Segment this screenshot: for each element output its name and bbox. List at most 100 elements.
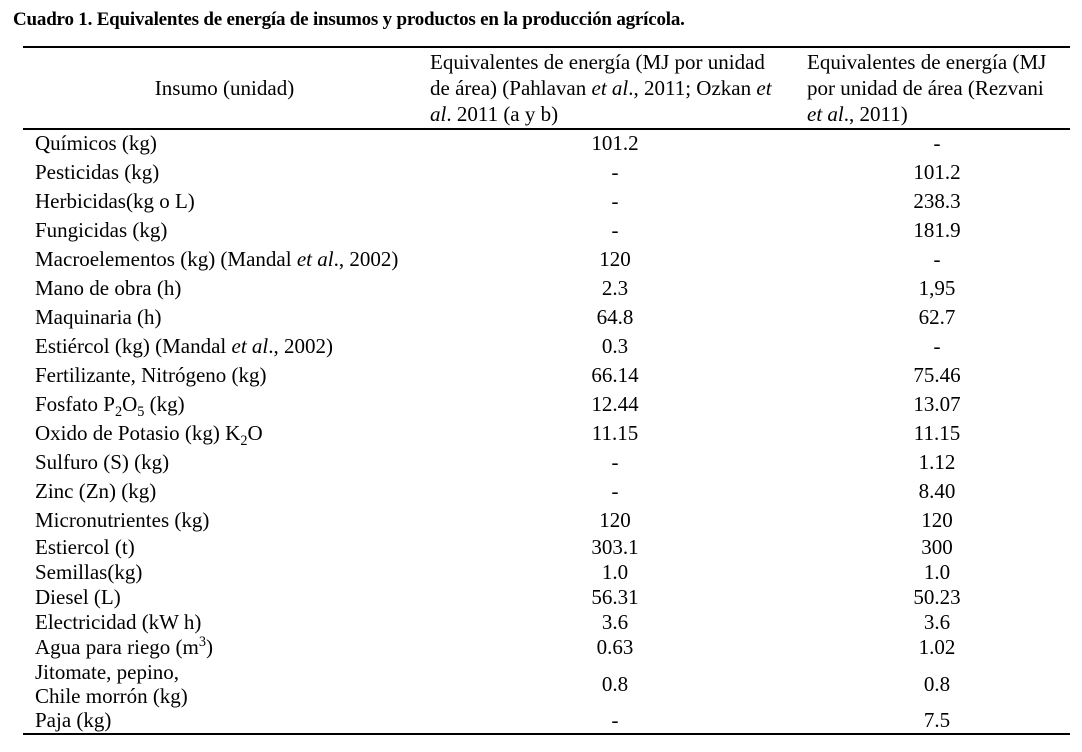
value-pahlavan-ozkan: 303.1 [591,534,639,559]
table-row: Químicos (kg) 101.2 - [23,129,1070,158]
text-segment: O [247,420,263,445]
value-rezvani: 7.5 [923,708,951,733]
text-segment: Estiércol (kg) (Mandal [35,333,232,358]
table-row: Electricidad (kW h) 3.6 3.6 [23,610,1070,635]
row-label: Mano de obra (h) [23,274,426,303]
value-pahlavan-ozkan: 120 [599,507,631,532]
table-row: Paja (kg) - 7.5 [23,708,1070,734]
value-pahlavan-ozkan: 11.15 [591,420,639,445]
energy-equivalents-table: Insumo (unidad) Equivalentes de energía … [23,46,1070,735]
table-row: Maquinaria (h) 64.8 62.7 [23,303,1070,332]
value-rezvani: 11.15 [913,420,961,445]
row-label: Fungicidas (kg) [23,216,426,245]
value-pahlavan-ozkan: - [611,708,619,733]
value-rezvani: - [933,333,941,358]
text-segment: Fosfato P [35,391,115,416]
column-header-rezvani: Equivalentes de energía (MJ por unidad de… [804,47,1070,130]
text-segment: et al [591,76,629,100]
text-segment: (kg) [144,391,185,416]
text-segment: Equivalentes de energía (MJ [807,50,1047,74]
text-segment: por unidad de área (Rezvani [807,76,1044,100]
text-segment: 5 [137,403,145,420]
row-label: Jitomate, pepino, Chile morrón (kg) [23,660,426,709]
text-segment: 3 [198,633,206,650]
value-rezvani: - [933,131,941,156]
value-pahlavan-ozkan: 64.8 [596,304,634,329]
value-pahlavan-ozkan: 3.6 [601,609,629,634]
row-label: Estiércol (kg) (Mandal et al., 2002) [23,332,426,361]
text-segment: Agua para riego (m [35,634,199,659]
value-rezvani: 300 [921,534,953,559]
text-segment: ) [206,634,213,659]
text-segment: . 2011 (a y b) [446,102,559,126]
table-row: Fungicidas (kg) - 181.9 [23,216,1070,245]
text-segment: Paja (kg) [35,708,112,733]
table-row: Macroelementos (kg) (Mandal et al., 2002… [23,245,1070,274]
value-rezvani: 1.0 [923,559,951,584]
text-segment: O [122,391,138,416]
text-segment: ., 2011) [843,102,908,126]
row-label: Diesel (L) [23,585,426,610]
text-segment: Zinc (Zn) (kg) [35,478,157,503]
text-segment: ., 2011; Ozkan [628,76,757,100]
row-label: Paja (kg) [23,708,426,734]
table-row: Fertilizante, Nitrógeno (kg) 66.14 75.46 [23,361,1070,390]
value-rezvani: 8.40 [918,478,956,503]
text-segment: Diesel (L) [35,584,121,609]
value-rezvani: 238.3 [913,188,961,213]
text-segment: Herbicidas(kg o L) [35,188,195,213]
value-rezvani: 75.46 [913,362,961,387]
row-label: Maquinaria (h) [23,303,426,332]
text-segment: Fungicidas (kg) [35,217,168,242]
row-label: Micronutrientes (kg) [23,506,426,535]
value-pahlavan-ozkan: - [611,478,619,503]
row-label: Macroelementos (kg) (Mandal et al., 2002… [23,245,426,274]
text-segment: ., 2002) [268,333,334,358]
text-segment: Electricidad (kW h) [35,609,202,634]
table-row: Diesel (L) 56.31 50.23 [23,585,1070,610]
table-row: Estiércol (kg) (Mandal et al., 2002) 0.3 - [23,332,1070,361]
text-segment: Químicos (kg) [35,131,157,156]
value-pahlavan-ozkan: 1.0 [601,559,629,584]
table-row: Fosfato P2O5 (kg) 12.44 13.07 [23,390,1070,419]
header-row: Insumo (unidad) Equivalentes de energía … [23,47,1070,130]
text-segment: 2 [114,403,123,420]
text-segment: ., 2002) [333,246,399,271]
value-rezvani: 101.2 [913,159,961,184]
text-segment: Mano de obra (h) [35,275,182,300]
row-label: Químicos (kg) [23,129,426,158]
text-segment: Semillas(kg) [35,559,143,584]
value-rezvani: 62.7 [918,304,956,329]
row-label: Semillas(kg) [23,560,426,585]
row-label: Electricidad (kW h) [23,610,426,635]
text-segment: et al [296,246,334,271]
value-rezvani: 120 [921,507,953,532]
table-row: Micronutrientes (kg) 120 120 [23,506,1070,535]
text-segment: Micronutrientes (kg) [35,507,210,532]
text-segment: Insumo (unidad) [154,76,295,100]
value-rezvani: 13.07 [913,391,961,416]
row-label: Fertilizante, Nitrógeno (kg) [23,361,426,390]
text-segment: Sulfuro (S) (kg) [35,449,170,474]
row-label: Zinc (Zn) (kg) [23,477,426,506]
table-row: Pesticidas (kg) - 101.2 [23,158,1070,187]
text-segment: Pesticidas (kg) [35,159,160,184]
text-segment: 2 [240,432,248,449]
table-row: Semillas(kg) 1.0 1.0 [23,560,1070,585]
table-row: Zinc (Zn) (kg) - 8.40 [23,477,1070,506]
text-segment: et al [231,333,269,358]
value-pahlavan-ozkan: 120 [599,246,631,271]
value-rezvani: - [933,246,941,271]
value-pahlavan-ozkan: 12.44 [591,391,639,416]
text-segment: Oxido de Potasio (kg) K [35,420,241,445]
text-segment: Estiercol (t) [35,534,135,559]
value-pahlavan-ozkan: 56.31 [591,584,639,609]
text-segment: Equivalentes de energía (MJ por unidad [430,50,765,74]
text-segment: Fertilizante, Nitrógeno (kg) [35,362,267,387]
row-label: Pesticidas (kg) [23,158,426,187]
value-rezvani: 181.9 [913,217,961,242]
value-rezvani: 0.8 [923,671,951,696]
text-segment: Jitomate, pepino, [35,659,180,684]
value-rezvani: 1,95 [918,275,956,300]
value-pahlavan-ozkan: 0.8 [601,671,629,696]
